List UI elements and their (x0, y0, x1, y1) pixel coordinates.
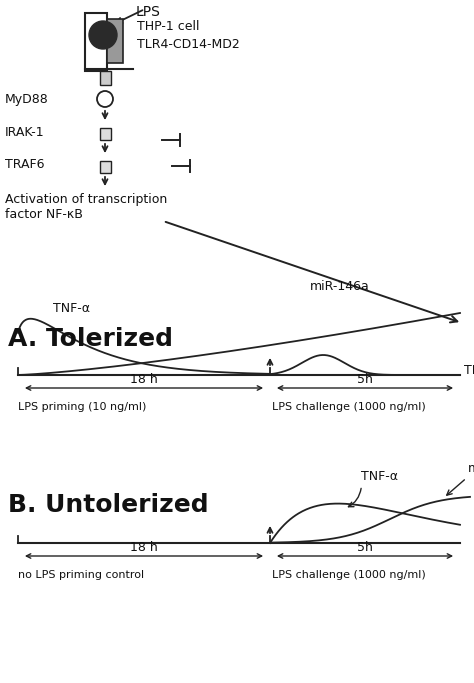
Bar (107, 19, 123, 63)
Text: IRAK-1: IRAK-1 (5, 126, 45, 139)
Text: MyD88: MyD88 (5, 92, 49, 105)
Bar (100, 161, 111, 173)
Text: B. Untolerized: B. Untolerized (8, 493, 209, 517)
Circle shape (97, 91, 113, 107)
Text: THP-1 cell: THP-1 cell (137, 20, 200, 33)
Text: LPS challenge (1000 ng/ml): LPS challenge (1000 ng/ml) (272, 570, 426, 580)
Text: TNF-α: TNF-α (54, 302, 91, 315)
Text: TNF-α: TNF-α (362, 470, 399, 483)
Text: miR-146a: miR-146a (467, 462, 474, 475)
Circle shape (89, 21, 117, 49)
Text: no LPS priming control: no LPS priming control (18, 570, 144, 580)
Text: 5h: 5h (357, 541, 373, 554)
Bar (85, 13, 107, 71)
Text: Activation of transcription
factor NF-κB: Activation of transcription factor NF-κB (5, 193, 167, 221)
Text: 18 h: 18 h (130, 541, 158, 554)
Text: LPS priming (10 ng/ml): LPS priming (10 ng/ml) (18, 402, 146, 412)
Text: TLR4-CD14-MD2: TLR4-CD14-MD2 (137, 38, 240, 51)
Text: A. Tolerized: A. Tolerized (8, 327, 173, 351)
Text: miR-146a: miR-146a (310, 280, 370, 293)
Bar (100, 128, 111, 140)
Text: TNF-α: TNF-α (464, 363, 474, 376)
Text: TRAF6: TRAF6 (5, 158, 45, 171)
Bar (100, 71, 111, 85)
Text: LPS challenge (1000 ng/ml): LPS challenge (1000 ng/ml) (272, 402, 426, 412)
Text: 5h: 5h (357, 373, 373, 386)
Text: 18 h: 18 h (130, 373, 158, 386)
Text: LPS: LPS (136, 5, 160, 19)
